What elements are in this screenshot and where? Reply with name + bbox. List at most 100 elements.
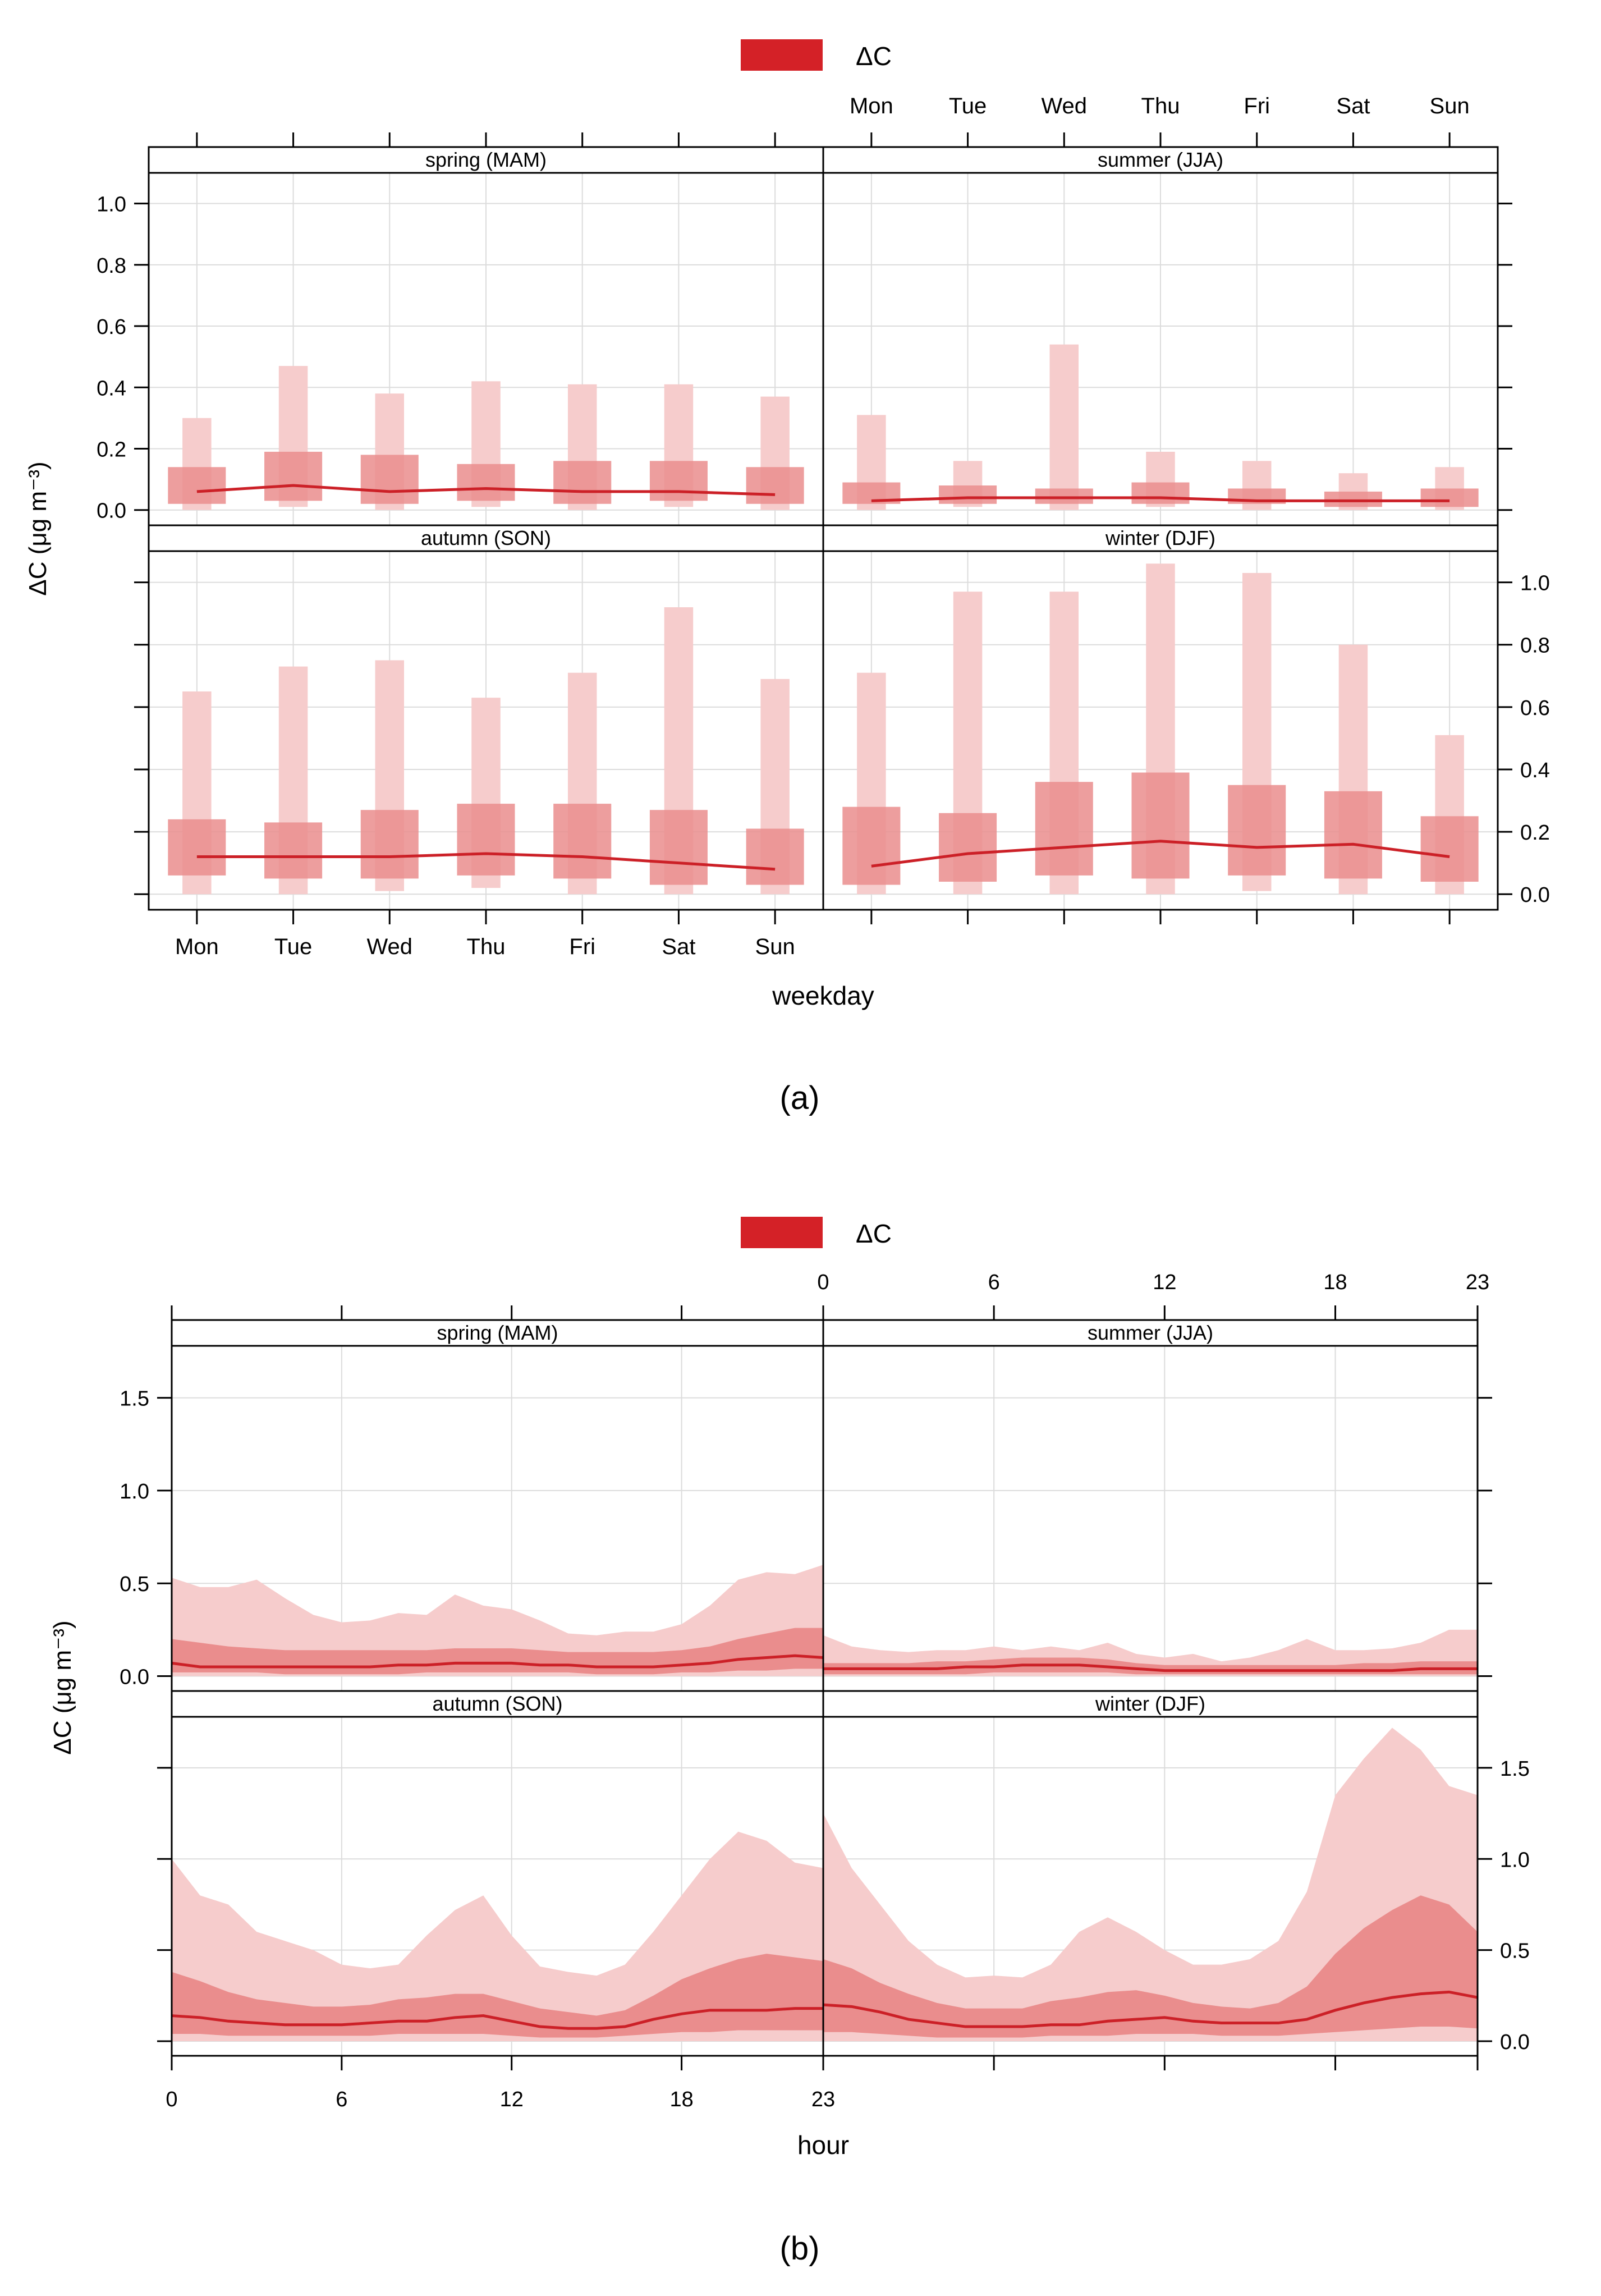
iqr-box-thu [457, 464, 515, 501]
iqr-box-wed [1035, 782, 1093, 876]
x-tick-label: Mon [175, 934, 219, 959]
strip-title: autumn (SON) [421, 526, 551, 549]
x-tick-label: Tue [949, 94, 987, 118]
iqr-box-wed [360, 455, 419, 504]
panel-autumn: autumn (SON) [148, 524, 824, 911]
band-25-75 [172, 1628, 823, 1675]
y-axis-left: 0.0 0.5 1.0 1.5 [120, 1387, 172, 2042]
median-line [871, 496, 1450, 502]
median-line [171, 1654, 824, 1669]
y-tick-label: 0.0 [1500, 2031, 1530, 2054]
x-axis-bottom: Mon Tue Wed Thu Fri Sat Sun [175, 910, 1451, 959]
iqr-box-sun [1420, 488, 1479, 507]
strip-title: spring (MAM) [437, 1321, 558, 1344]
y-tick-label: 0.4 [97, 377, 126, 400]
x-tick-label: Thu [467, 934, 506, 959]
x-tick-label: 12 [1153, 1271, 1176, 1294]
band-25-75 [823, 1895, 1478, 2038]
panel-winter: winter (DJF) [822, 1690, 1479, 2057]
panel-summer: summer (JJA) [822, 146, 1499, 526]
strip [171, 1319, 824, 1347]
x-tick-label: Tue [274, 934, 312, 959]
iqr-box-wed [1035, 488, 1093, 504]
median-line [171, 2007, 823, 2030]
y-tick-label: 1.0 [1520, 572, 1550, 595]
panel-summer: summer (JJA) [822, 1319, 1479, 1692]
iqr-box-tue [264, 822, 323, 879]
iqr-box-thu [457, 804, 515, 876]
panel-label: (a) [780, 1080, 820, 1116]
iqr-box-tue [939, 485, 997, 504]
x-tick-label: 18 [669, 2088, 693, 2111]
legend-label: ΔC [856, 1219, 892, 1248]
iqr-box-sat [649, 461, 708, 501]
strip-title: winter (DJF) [1105, 526, 1215, 549]
y-tick-label: 0.5 [120, 1573, 149, 1596]
legend-swatch [741, 39, 823, 71]
y-axis-left: 0.0 0.2 0.4 0.6 0.8 1.0 [97, 193, 149, 895]
iqr-box-mon [842, 806, 901, 885]
median-line [196, 852, 776, 871]
iqr-box-fri [1228, 785, 1286, 876]
strip-title: spring (MAM) [425, 148, 547, 171]
x-tick-label: Fri [569, 934, 595, 959]
y-tick-label: 1.0 [120, 1480, 149, 1504]
panel-spring: spring (MAM) [148, 146, 824, 526]
y-tick-label: 0.8 [1520, 634, 1550, 658]
iqr-box-fri [553, 461, 612, 504]
x-tick-label: 23 [1466, 1271, 1489, 1294]
y-tick-label: 0.6 [97, 315, 126, 339]
strip-title: autumn (SON) [432, 1692, 562, 1715]
iqr-box-sun [1420, 816, 1479, 882]
y-axis-right: 0.0 0.5 1.0 1.5 [1478, 1397, 1530, 2054]
y-tick-label: 1.0 [97, 193, 126, 217]
x-tick-label: 0 [817, 1271, 829, 1294]
iqr-box-sun [746, 467, 804, 504]
panel-autumn: autumn (SON) [171, 1690, 824, 2057]
x-tick-label: 0 [166, 2088, 177, 2111]
y-tick-label: 0.8 [97, 254, 126, 278]
y-tick-label: 1.5 [1500, 1757, 1530, 1781]
y-tick-label: 0.0 [1520, 883, 1550, 907]
strip [822, 524, 1499, 552]
band-5-95 [172, 1831, 823, 2042]
y-tick-label: 0.6 [1520, 696, 1550, 720]
y-axis-label: ΔC (μg m⁻³) [24, 461, 52, 595]
panel-winter: winter (DJF) [822, 524, 1499, 911]
panel-label: (b) [780, 2230, 820, 2267]
x-tick-label: Fri [1244, 94, 1270, 118]
x-tick-label: 23 [811, 2088, 835, 2111]
y-tick-label: 0.2 [97, 438, 126, 461]
strip [822, 146, 1499, 174]
y-axis-right: 0.0 0.2 0.4 0.6 0.8 1.0 [1498, 203, 1550, 907]
median-line [823, 1663, 1478, 1672]
x-axis-top: Mon Tue Wed Thu Fri Sat Sun [196, 94, 1470, 147]
iqr-box-thu [1131, 482, 1190, 504]
x-tick-label: Sat [662, 934, 695, 959]
y-tick-label: 0.4 [1520, 759, 1550, 782]
strip-title: summer (JJA) [1088, 1321, 1213, 1344]
iqr-box-thu [1131, 772, 1190, 879]
iqr-box-wed [360, 810, 419, 879]
panel-spring: spring (MAM) [171, 1319, 824, 1692]
iqr-box-sun [746, 828, 804, 885]
x-axis-bottom: 0 6 12 18 23 [166, 2056, 1479, 2111]
figure-b: ΔC (b) hour ΔC (μg m⁻³) spring (MAM) summer (… [49, 1217, 1530, 2267]
legend: ΔC [741, 39, 892, 71]
y-tick-label: 0.0 [120, 1666, 149, 1689]
y-tick-label: 0.0 [97, 499, 126, 523]
y-tick-label: 1.0 [1500, 1848, 1530, 1872]
band-5-95 [823, 1727, 1478, 2042]
x-tick-label: 18 [1323, 1271, 1347, 1294]
iqr-box-sat [1324, 491, 1382, 507]
median-line [871, 840, 1450, 868]
x-tick-label: Mon [850, 94, 893, 118]
iqr-box-mon [168, 467, 226, 504]
strip-title: winter (DJF) [1095, 1692, 1205, 1715]
strip [822, 1319, 1479, 1347]
x-tick-label: 6 [988, 1271, 1000, 1294]
median-line [823, 1990, 1478, 2028]
y-tick-label: 0.5 [1500, 1940, 1530, 1963]
median-line [196, 484, 776, 496]
